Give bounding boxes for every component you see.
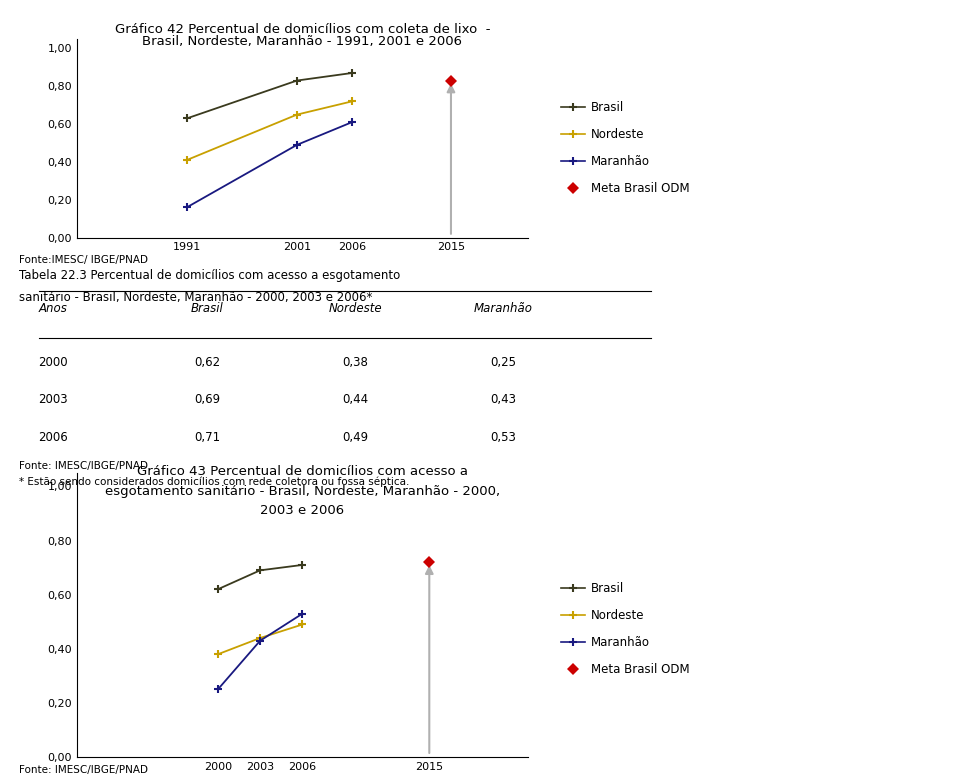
Text: Fonte: IMESC/IBGE/PNAD: Fonte: IMESC/IBGE/PNAD: [19, 461, 148, 471]
Text: 0,71: 0,71: [194, 431, 221, 443]
Text: 2006: 2006: [38, 431, 67, 443]
Legend: Brasil, Nordeste, Maranhão, Meta Brasil ODM: Brasil, Nordeste, Maranhão, Meta Brasil …: [557, 577, 694, 681]
Text: Anos: Anos: [38, 302, 67, 315]
Text: Nordeste: Nordeste: [328, 302, 382, 315]
Text: 2000: 2000: [38, 356, 67, 368]
Text: 0,25: 0,25: [490, 356, 516, 368]
Text: 0,44: 0,44: [342, 393, 369, 406]
Text: 0,38: 0,38: [343, 356, 368, 368]
Text: 0,43: 0,43: [490, 393, 516, 406]
Text: Maranhão: Maranhão: [473, 302, 533, 315]
Text: Gráfico 43 Percentual de domicílios com acesso a: Gráfico 43 Percentual de domicílios com …: [137, 465, 468, 478]
Text: Gráfico 42 Percentual de domicílios com coleta de lixo  -: Gráfico 42 Percentual de domicílios com …: [114, 23, 491, 37]
Text: 0,53: 0,53: [491, 431, 516, 443]
Legend: Brasil, Nordeste, Maranhão, Meta Brasil ODM: Brasil, Nordeste, Maranhão, Meta Brasil …: [557, 97, 694, 200]
Text: 0,62: 0,62: [194, 356, 221, 368]
Text: esgotamento sanitário - Brasil, Nordeste, Maranhão - 2000,: esgotamento sanitário - Brasil, Nordeste…: [105, 485, 500, 498]
Text: Brasil: Brasil: [191, 302, 224, 315]
Text: 2003: 2003: [38, 393, 67, 406]
Text: 0,49: 0,49: [342, 431, 369, 443]
Text: 0,69: 0,69: [194, 393, 221, 406]
Text: 2003 e 2006: 2003 e 2006: [260, 504, 345, 517]
Text: Tabela 22.3 Percentual de domicílios com acesso a esgotamento: Tabela 22.3 Percentual de domicílios com…: [19, 269, 400, 282]
Text: * Estão sendo considerados domicílios com rede coletora ou fossa séptica.: * Estão sendo considerados domicílios co…: [19, 477, 410, 487]
Text: Brasil, Nordeste, Maranhão - 1991, 2001 e 2006: Brasil, Nordeste, Maranhão - 1991, 2001 …: [142, 35, 463, 48]
Text: Fonte:IMESC/ IBGE/PNAD: Fonte:IMESC/ IBGE/PNAD: [19, 255, 148, 265]
Text: sanitário - Brasil, Nordeste, Maranhão - 2000, 2003 e 2006*: sanitário - Brasil, Nordeste, Maranhão -…: [19, 291, 372, 304]
Text: Fonte: IMESC/IBGE/PNAD: Fonte: IMESC/IBGE/PNAD: [19, 765, 148, 775]
